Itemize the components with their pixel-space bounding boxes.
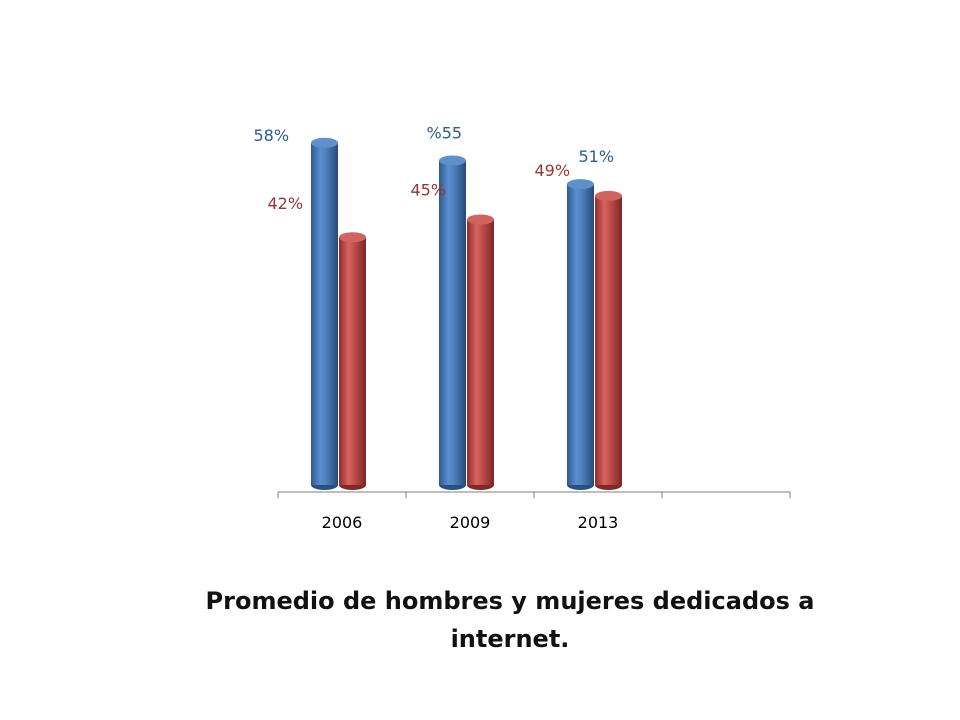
data-label-2013-series-1: 51% bbox=[579, 147, 615, 166]
bar-2013-series-2 bbox=[595, 190, 622, 490]
data-label-2009-series-2: 45% bbox=[411, 181, 447, 200]
bar-2006-series-2 bbox=[339, 232, 366, 490]
x-tick-label-2009: 2009 bbox=[450, 513, 491, 532]
data-labels-layer: 58% %55 51% 42% 45% 49% bbox=[254, 124, 615, 214]
data-label-2006-series-2: 42% bbox=[268, 194, 304, 213]
bar-2013-series-1 bbox=[567, 179, 594, 490]
x-tick-label-2013: 2013 bbox=[578, 513, 619, 532]
data-label-2009-series-1: %55 bbox=[427, 124, 463, 143]
data-label-2013-series-2: 49% bbox=[535, 161, 571, 180]
bar-2009-series-2 bbox=[467, 214, 494, 490]
chart-title: Promedio de hombres y mujeres dedicados … bbox=[205, 587, 815, 653]
bars-layer bbox=[311, 137, 622, 490]
bar-2006-series-1 bbox=[311, 137, 338, 490]
x-tick-label-2006: 2006 bbox=[322, 513, 363, 532]
data-label-2006-series-1: 58% bbox=[254, 126, 290, 145]
bar-2009-series-1 bbox=[439, 155, 466, 490]
x-axis: 2006 2009 2013 bbox=[277, 491, 791, 532]
